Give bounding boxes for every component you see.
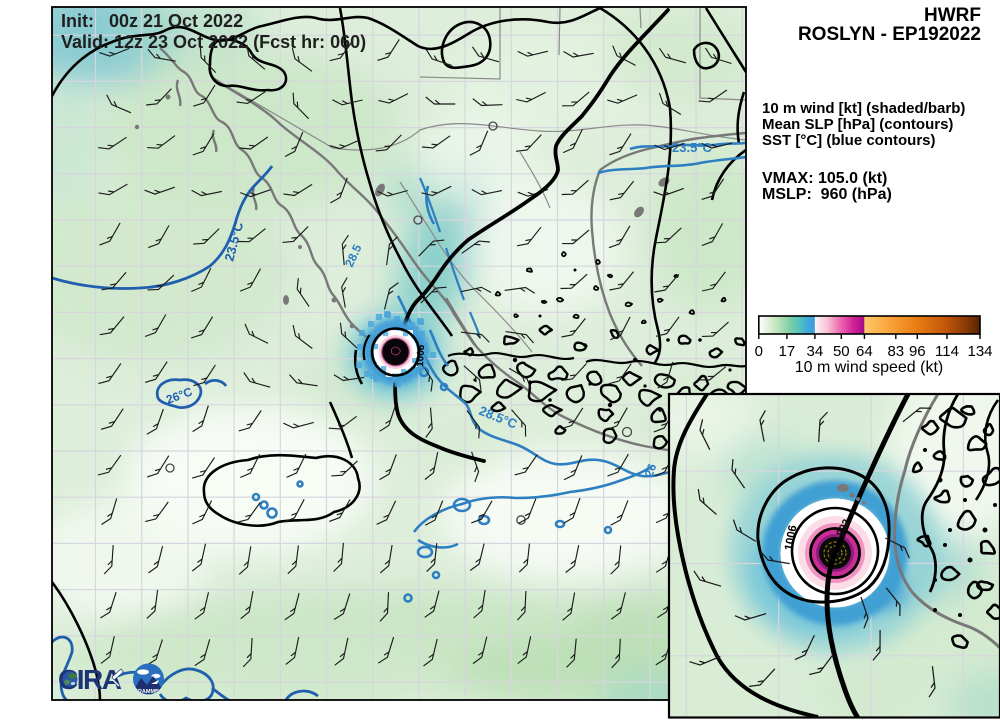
svg-text:10 m wind speed (kt): 10 m wind speed (kt)	[795, 359, 944, 376]
svg-text:64: 64	[856, 343, 873, 360]
svg-text:MSLP: 960 (hPa): MSLP: 960 (hPa)	[762, 186, 892, 203]
svg-text:50: 50	[833, 343, 850, 360]
svg-text:Valid: 12z 23 Oct 2022 (Fcst h: Valid: 12z 23 Oct 2022 (Fcst hr: 060)	[61, 32, 366, 52]
svg-text:0: 0	[755, 343, 763, 360]
svg-text:RAMMB: RAMMB	[138, 689, 159, 695]
svg-text:96: 96	[909, 343, 926, 360]
svg-text:1006: 1006	[415, 344, 427, 367]
svg-text:23.5°C: 23.5°C	[672, 140, 713, 155]
svg-text:17: 17	[779, 343, 796, 360]
svg-text:83: 83	[887, 343, 904, 360]
svg-text:10 m wind [kt] (shaded/barb): 10 m wind [kt] (shaded/barb)	[762, 100, 965, 117]
svg-text:SST [°C] (blue contours): SST [°C] (blue contours)	[762, 132, 936, 149]
svg-text:134: 134	[967, 343, 992, 360]
svg-text:Mean SLP [hPa] (contours): Mean SLP [hPa] (contours)	[762, 116, 953, 133]
svg-text:Init: 00z 21 Oct 2022: Init: 00z 21 Oct 2022	[61, 11, 243, 31]
svg-text:34: 34	[807, 343, 824, 360]
svg-text:1006: 1006	[783, 524, 799, 551]
svg-text:ROSLYN - EP192022: ROSLYN - EP192022	[798, 24, 981, 45]
svg-text:VMAX: 105.0 (kt): VMAX: 105.0 (kt)	[762, 170, 887, 187]
svg-text:HWRF: HWRF	[924, 5, 981, 26]
svg-text:114: 114	[935, 343, 959, 360]
svg-text:26: 26	[642, 461, 660, 479]
